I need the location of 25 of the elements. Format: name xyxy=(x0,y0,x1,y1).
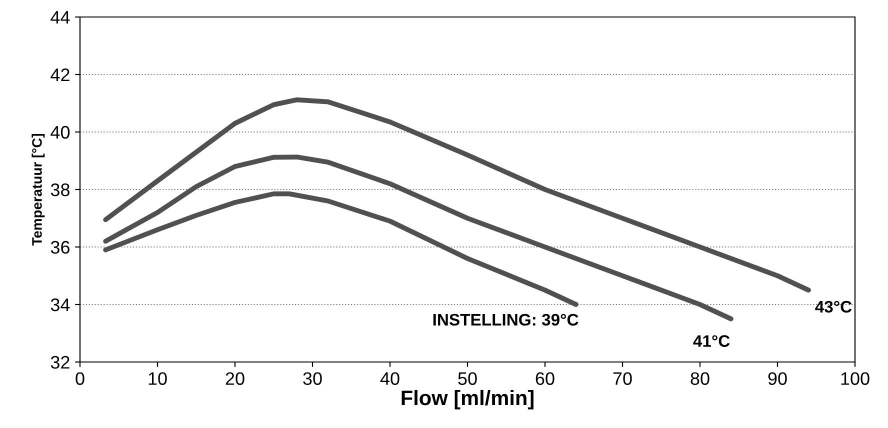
y-axis-title: Temperatuur [°C] xyxy=(32,134,45,246)
line-series xyxy=(103,97,811,293)
line-series xyxy=(103,191,578,307)
annotation: 43°C xyxy=(815,300,852,313)
x-tick-label: 70 xyxy=(613,372,632,385)
y-tick-label: 36 xyxy=(50,240,70,254)
y-tick-label: 44 xyxy=(50,11,70,24)
annotation: INSTELLING: 39°C xyxy=(433,314,578,326)
x-tick-label: 30 xyxy=(303,372,322,385)
y-tick-label: 34 xyxy=(50,298,70,312)
y-tick-label: 42 xyxy=(50,68,70,82)
y-tick-label: 38 xyxy=(50,183,70,196)
annotation: 41°C xyxy=(693,335,730,347)
x-tick-label: 20 xyxy=(226,372,244,385)
x-tick-label: 50 xyxy=(458,372,477,385)
y-tick-label: 40 xyxy=(50,126,70,139)
y-tick-label: 32 xyxy=(50,356,70,369)
x-tick-label: 80 xyxy=(690,372,710,385)
x-tick-label: 90 xyxy=(768,372,787,385)
x-tick-label: 0 xyxy=(76,372,84,385)
x-tick-label: 60 xyxy=(536,372,554,385)
x-tick-label: 40 xyxy=(380,372,400,385)
x-tick-label: 10 xyxy=(148,372,167,385)
x-axis-title: Flow [ml/min] xyxy=(402,390,534,410)
x-tick-label: 100 xyxy=(841,372,870,385)
